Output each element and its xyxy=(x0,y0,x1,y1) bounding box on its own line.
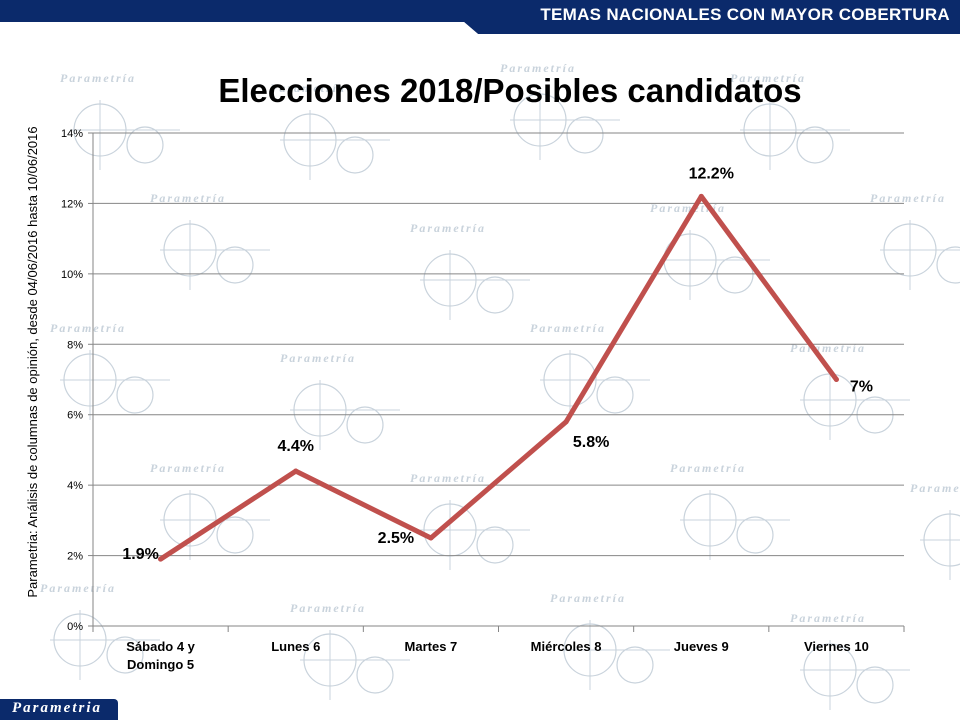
watermark-text: Parametría xyxy=(60,71,136,85)
y-tick-label: 0% xyxy=(67,621,83,633)
watermark-text: Parametría xyxy=(270,81,346,95)
watermark-circle xyxy=(856,666,894,704)
watermark-circle xyxy=(716,256,754,294)
watermark-text: Parametría xyxy=(410,221,486,235)
data-point xyxy=(428,535,434,541)
y-tick-label: 2% xyxy=(67,551,83,563)
data-point xyxy=(833,377,839,382)
data-label: 1.9% xyxy=(122,546,158,563)
watermark-circle xyxy=(216,246,254,284)
y-tick-label: 12% xyxy=(61,198,83,210)
watermark-circle xyxy=(476,276,514,314)
data-point xyxy=(698,193,704,199)
watermark-text: Parametría xyxy=(290,601,366,615)
banner-shape xyxy=(0,0,960,34)
watermark-circle xyxy=(116,376,154,414)
x-tick-label: Lunes 6 xyxy=(271,639,320,654)
series-line xyxy=(158,193,839,562)
watermark-text: Parametría xyxy=(410,471,486,485)
data-point xyxy=(158,556,164,562)
header-banner: TEMAS NACIONALES CON MAYOR COBERTURA xyxy=(0,0,960,34)
x-tick-label: Miércoles 8 xyxy=(531,639,602,654)
watermark-circle xyxy=(126,126,164,164)
x-tick-label: Jueves 9 xyxy=(674,639,729,654)
data-label: 5.8% xyxy=(573,434,609,451)
watermark-circle xyxy=(346,406,384,444)
watermark-text: Parametría xyxy=(500,61,576,75)
watermark-text: Parametría xyxy=(550,591,626,605)
watermark-circle xyxy=(476,526,514,564)
watermark-circle xyxy=(336,136,374,174)
watermark-circle xyxy=(616,646,654,684)
data-label: 12.2% xyxy=(689,165,734,182)
watermark-text: Parametría xyxy=(50,321,126,335)
watermark-text: Parametría xyxy=(40,581,116,595)
watermark-text: Parametría xyxy=(870,191,946,205)
chart-title: Elecciones 2018/Posibles candidatos xyxy=(218,72,802,109)
watermark-circle xyxy=(736,516,774,554)
watermark-circle xyxy=(566,116,604,154)
banner-title: TEMAS NACIONALES CON MAYOR COBERTURA xyxy=(540,5,950,24)
watermark-text: Parametría xyxy=(280,351,356,365)
footer-logo-text: Parametria xyxy=(12,700,102,716)
x-tick-label: Martes 7 xyxy=(405,639,458,654)
y-tick-label: 14% xyxy=(61,128,83,140)
footer-logo: Parametria xyxy=(0,699,118,720)
x-tick-label: Sábado 4 y Domingo 5 xyxy=(126,639,195,672)
y-tick-label: 8% xyxy=(67,339,83,351)
watermark-circle xyxy=(356,656,394,694)
data-label: 7% xyxy=(850,379,873,396)
data-point xyxy=(293,468,299,474)
watermark-text: Parametría xyxy=(670,461,746,475)
watermark-text: Parametría xyxy=(730,71,806,85)
watermark-text: Parametría xyxy=(910,481,960,495)
y-tick-label: 4% xyxy=(67,480,83,492)
data-label: 4.4% xyxy=(278,438,314,455)
watermark-circle xyxy=(216,516,254,554)
data-point xyxy=(563,419,569,425)
watermark-circle xyxy=(596,376,634,414)
data-label: 2.5% xyxy=(378,530,414,547)
watermark-text: Parametría xyxy=(530,321,606,335)
watermark-text: Parametría xyxy=(150,461,226,475)
x-tick-label: Viernes 10 xyxy=(804,639,869,654)
y-tick-label: 6% xyxy=(67,410,83,422)
watermark-circle xyxy=(106,636,144,674)
watermark-text: Parametría xyxy=(150,191,226,205)
watermark-circle xyxy=(936,246,960,284)
watermark-text: Parametría xyxy=(790,611,866,625)
watermark-circle xyxy=(796,126,834,164)
y-tick-label: 10% xyxy=(61,269,83,281)
